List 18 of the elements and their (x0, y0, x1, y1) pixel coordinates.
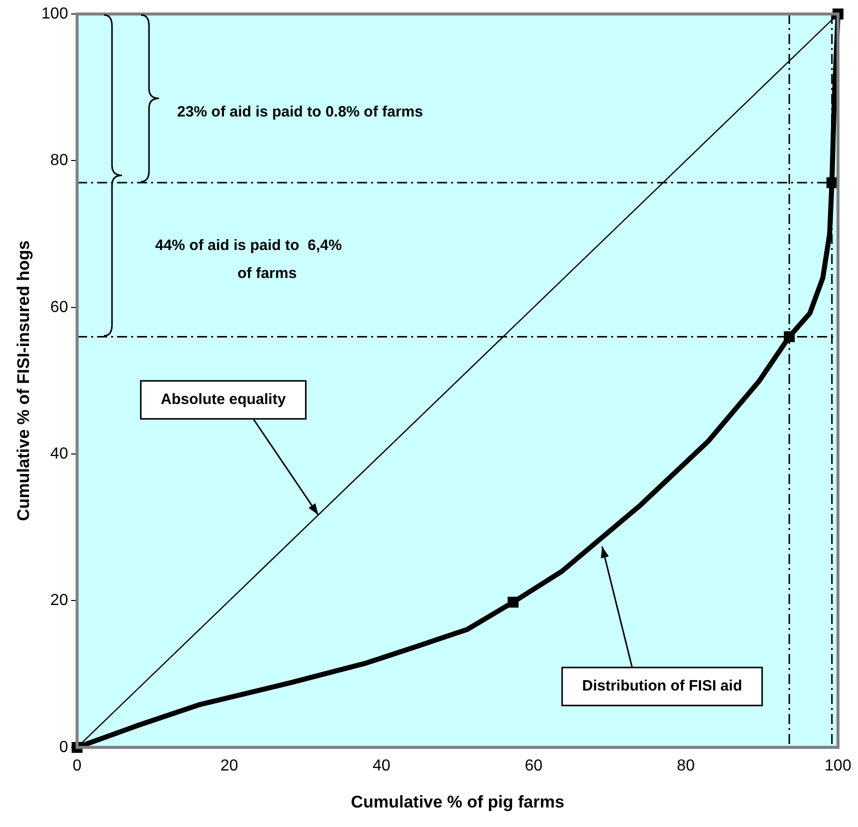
y-axis-title: Cumulative % of FISI-insured hogs (14, 240, 33, 521)
x-tick-label: 40 (372, 757, 390, 774)
x-tick-label: 100 (824, 757, 852, 774)
annotation: Distribution of FISI aid (582, 678, 742, 695)
y-tick-label: 60 (50, 298, 68, 316)
y-tick-label: 80 (50, 152, 68, 170)
y-tick-label: 0 (59, 738, 68, 756)
x-axis-title: Cumulative % of pig farms (350, 792, 564, 812)
x-tick-label: 0 (72, 757, 82, 774)
x-tick-label: 60 (524, 757, 543, 774)
x-tick-label: 80 (676, 757, 695, 774)
annotation: 23% of aid is paid to 0.8% of farms (177, 103, 423, 120)
x-tick-label: 20 (220, 757, 238, 774)
y-tick-label: 40 (50, 445, 68, 462)
annotation: 44% of aid is paid to 6,4% of farms (155, 236, 342, 282)
annotation: Absolute equality (160, 391, 286, 408)
y-tick-label: 100 (41, 5, 68, 22)
y-tick-label: 20 (50, 592, 68, 610)
